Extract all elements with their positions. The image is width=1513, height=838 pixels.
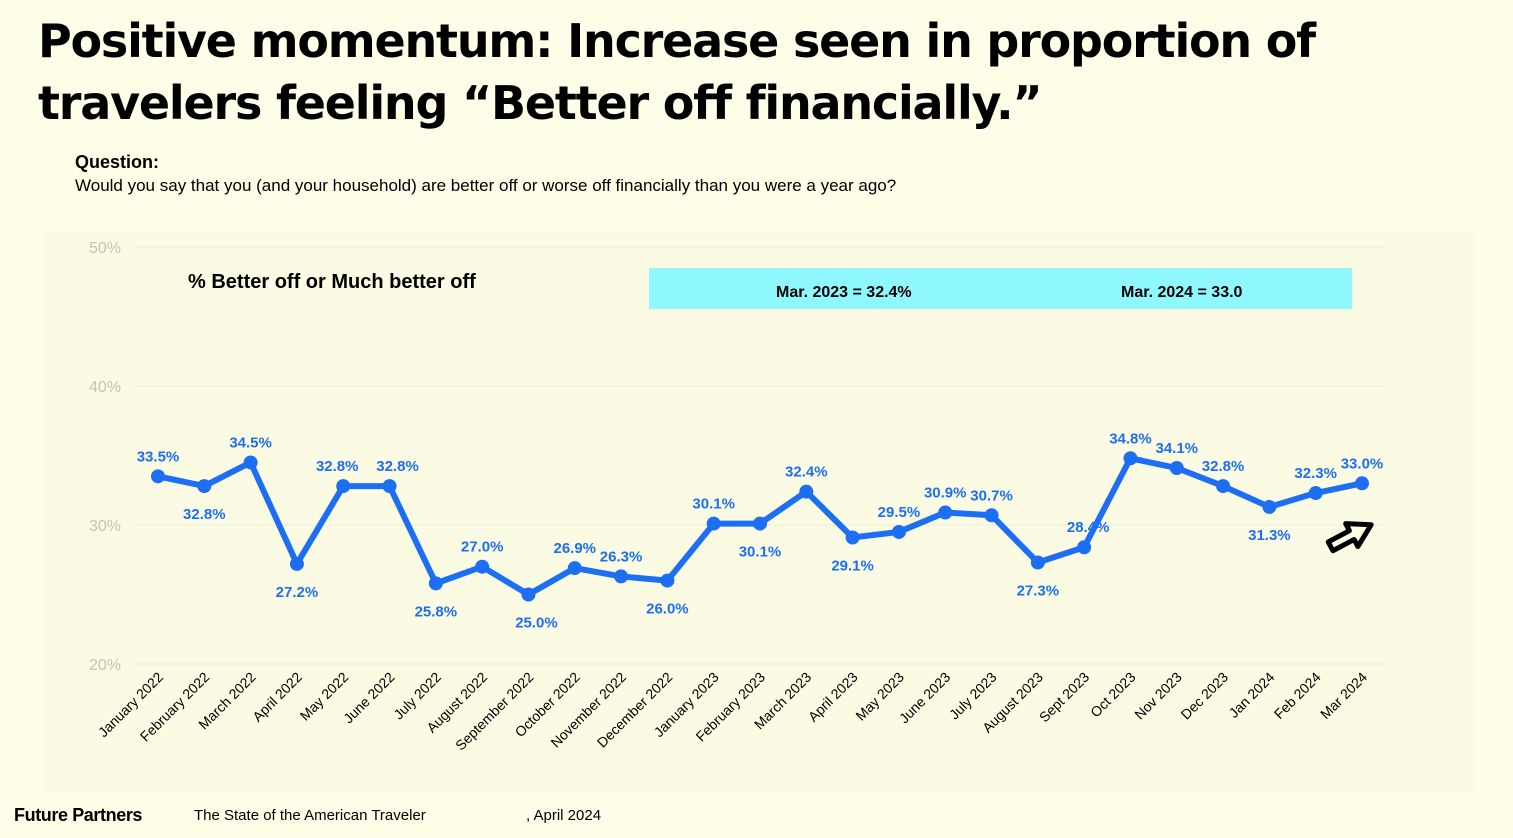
data-label: 33.5% <box>137 448 180 465</box>
y-tick-label-50: 50% <box>89 240 121 257</box>
data-point <box>1123 451 1138 466</box>
data-point <box>891 524 906 539</box>
data-point <box>475 559 490 574</box>
x-tick-label: April 2022 <box>249 669 305 725</box>
data-label: 30.9% <box>924 484 967 501</box>
footer-date: , April 2024 <box>526 807 602 824</box>
data-point <box>567 561 582 576</box>
data-point <box>382 479 397 494</box>
data-label: 26.0% <box>646 601 689 618</box>
y-tick-label-30: 30% <box>89 518 121 535</box>
data-point <box>428 576 443 591</box>
data-label: 32.8% <box>376 458 419 475</box>
x-tick-label: April 2023 <box>805 669 861 725</box>
data-label: 28.4% <box>1067 519 1110 536</box>
x-tick-label: June 2023 <box>896 669 954 727</box>
data-point <box>243 455 258 470</box>
data-label: 30.1% <box>739 544 782 561</box>
x-tick-label: June 2022 <box>340 669 398 727</box>
data-point <box>289 556 304 571</box>
data-point <box>1169 461 1184 476</box>
question-label: Question: <box>75 152 159 172</box>
data-point <box>1355 476 1369 491</box>
data-label: 26.9% <box>553 540 596 557</box>
x-tick-label: Sept 2023 <box>1036 669 1093 726</box>
data-label: 27.3% <box>1017 583 1060 600</box>
data-point <box>197 479 212 494</box>
data-labels: 33.5% 32.8% 34.5% 27.2% 32.8% 32.8% 25.8% 27.0%… <box>137 430 1384 631</box>
data-point <box>660 573 675 588</box>
data-point <box>706 516 721 531</box>
data-label: 32.8% <box>1202 458 1245 475</box>
data-label: 32.8% <box>316 458 359 475</box>
chart-panel <box>42 232 1475 792</box>
arrow-icon <box>1325 521 1374 554</box>
data-label: 32.3% <box>1294 465 1337 482</box>
comparison-mar-2023: Mar. 2023 = 32.4% <box>776 284 912 301</box>
x-tick-label: Feb 2024 <box>1271 669 1324 722</box>
grid-layer <box>136 246 1386 665</box>
data-point <box>984 508 999 523</box>
x-tick-label: Oct 2023 <box>1087 669 1139 721</box>
page-title: Positive momentum: Increase seen in prop… <box>38 14 1316 130</box>
data-point <box>336 479 351 494</box>
data-point <box>799 484 814 499</box>
data-label: 26.3% <box>600 548 643 565</box>
data-point <box>1262 499 1277 514</box>
comparison-box: Mar. 2023 = 32.4% Mar. 2024 = 33.0 <box>649 268 1352 309</box>
data-label: 29.1% <box>831 558 874 575</box>
data-label: 34.8% <box>1109 430 1152 447</box>
x-tick-label: Mar 2024 <box>1317 669 1370 722</box>
series-label: % Better off or Much better off <box>188 271 476 293</box>
data-label: 34.5% <box>229 434 272 451</box>
data-label: 30.7% <box>970 487 1013 504</box>
data-point <box>614 569 629 584</box>
x-tick-label: Dec 2023 <box>1178 669 1232 723</box>
data-point <box>1216 479 1231 494</box>
data-point <box>1030 555 1045 570</box>
data-point <box>753 516 767 531</box>
data-point <box>1308 486 1323 501</box>
data-points <box>151 451 1369 602</box>
footer-brand: Future Partners <box>14 805 143 825</box>
data-label: 27.0% <box>461 539 504 556</box>
data-label: 34.1% <box>1155 440 1198 457</box>
y-tick-label-20: 20% <box>89 657 121 674</box>
y-axis-ticks: 20% 30% 40% 50% <box>89 240 121 674</box>
x-tick-label: Jan 2024 <box>1225 669 1277 721</box>
data-point <box>938 505 953 520</box>
y-tick-label-40: 40% <box>89 379 121 396</box>
data-label: 33.0% <box>1341 455 1384 472</box>
comparison-mar-2024: Mar. 2024 = 33.0 <box>1121 284 1243 301</box>
footer-source: The State of the American Traveler <box>194 807 426 824</box>
x-tick-label: Nov 2023 <box>1131 669 1185 723</box>
data-point <box>1077 540 1092 555</box>
data-label: 32.8% <box>183 506 226 523</box>
data-label: 25.0% <box>515 615 558 632</box>
data-point <box>521 587 536 602</box>
data-label: 29.5% <box>878 504 921 521</box>
data-label: 32.4% <box>785 464 828 481</box>
data-label: 25.8% <box>415 603 458 620</box>
data-point <box>151 469 165 484</box>
data-label: 27.2% <box>276 584 319 601</box>
x-tick-label: September 2022 <box>452 669 537 754</box>
question-text: Would you say that you (and your househo… <box>75 176 897 195</box>
data-label: 30.1% <box>692 496 735 513</box>
data-label: 31.3% <box>1248 527 1291 544</box>
data-point <box>845 530 860 545</box>
